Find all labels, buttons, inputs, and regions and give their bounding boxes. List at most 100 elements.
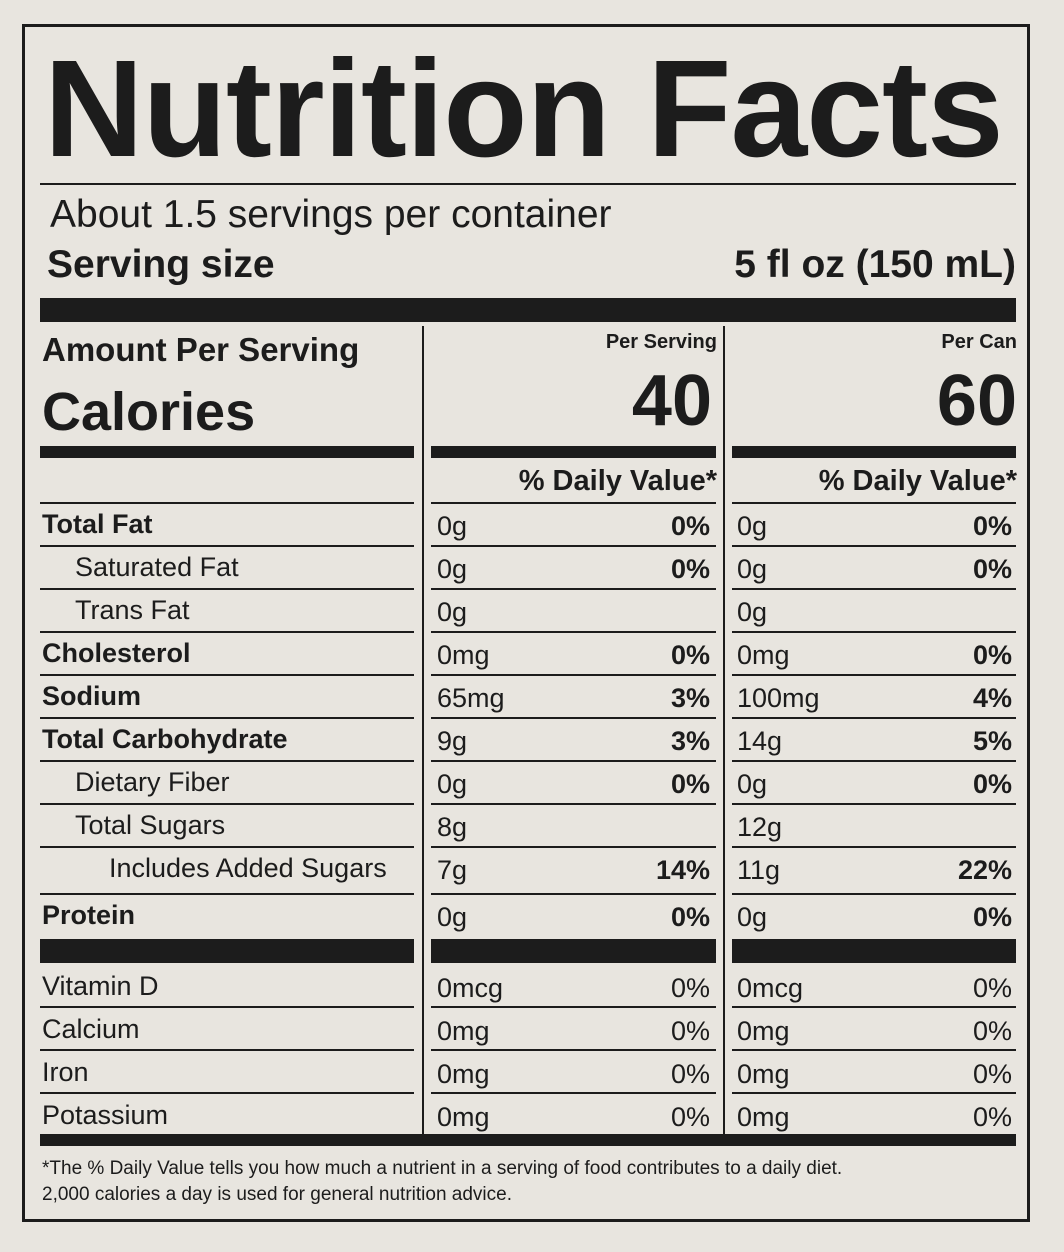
nutrient-row-rule-mid — [431, 893, 716, 895]
footnote-line-2: 2,000 calories a day is used for general… — [42, 1184, 512, 1205]
nutrient-row-rule-left — [40, 717, 414, 719]
serving-amount: 65mg — [437, 683, 505, 713]
vitamin-serving-daily-value: 0% — [670, 1016, 710, 1046]
nutrient-name: Includes Added Sugars — [109, 853, 387, 883]
label-title: Nutrition Facts — [44, 32, 1004, 186]
vitamin-can-daily-value: 0% — [972, 973, 1012, 1003]
can-daily-value: 0% — [972, 902, 1012, 932]
can-amount: 0g — [737, 902, 768, 932]
nutrient-name: Total Carbohydrate — [42, 724, 288, 754]
vitamin-row-rule-right — [732, 1049, 1016, 1051]
can-daily-value: 22% — [957, 855, 1012, 885]
nutrient-row-rule-left — [40, 760, 414, 762]
calories-rule-mid — [431, 446, 716, 458]
serving-daily-value: 0% — [670, 554, 710, 584]
nutrient-row-rule-right — [732, 588, 1016, 590]
can-amount: 0g — [737, 769, 768, 799]
vitamin-row-rule-right — [732, 1092, 1016, 1094]
nutrient-row-rule-mid — [431, 545, 716, 547]
vitamin-serving-amount: 0mg — [437, 1059, 490, 1089]
vitamin-serving-amount: 0mcg — [437, 973, 504, 1003]
vitamin-serving-amount: 0mg — [437, 1016, 490, 1046]
nutrient-row-rule-right — [732, 545, 1016, 547]
column-divider-1 — [422, 326, 424, 1134]
serving-amount: 0g — [437, 554, 468, 584]
nutrient-row-rule-right — [732, 760, 1016, 762]
serving-amount: 0g — [437, 597, 468, 627]
vitamin-name: Potassium — [42, 1100, 169, 1130]
nutrient-row-rule-right — [732, 893, 1016, 895]
serving-size-label: Serving size — [47, 243, 275, 286]
serving-daily-value: 0% — [670, 640, 710, 670]
vitamin-row-rule-right — [732, 1006, 1016, 1008]
vitamin-can-daily-value: 0% — [972, 1102, 1012, 1132]
nutrient-row-rule-right — [732, 674, 1016, 676]
serving-daily-value: 3% — [670, 726, 710, 756]
daily-value-rule-mid — [431, 502, 716, 504]
can-amount: 12g — [737, 812, 783, 842]
vitamin-can-amount: 0mg — [737, 1102, 790, 1132]
vitamin-row-rule-mid — [431, 1049, 716, 1051]
vitamin-row-rule-left — [40, 1092, 414, 1094]
per-serving-calories: 40 — [631, 361, 712, 441]
vitamins-thick-rule-left — [40, 939, 414, 963]
vitamin-name: Vitamin D — [42, 971, 159, 1001]
vitamin-row-rule-mid — [431, 1006, 716, 1008]
title-rule — [40, 183, 1016, 185]
vitamin-can-amount: 0mg — [737, 1016, 790, 1046]
calories-label: Calories — [42, 382, 256, 442]
can-amount: 0mg — [737, 640, 790, 670]
daily-value-rule-left — [40, 502, 414, 504]
nutrient-row-rule-right — [732, 846, 1016, 848]
vitamins-thick-rule-right — [732, 939, 1016, 963]
nutrient-row-rule-right — [732, 803, 1016, 805]
calories-rule-right — [732, 446, 1016, 458]
thick-rule-top — [40, 298, 1016, 322]
nutrient-name: Total Sugars — [75, 810, 226, 840]
can-daily-value: 0% — [972, 640, 1012, 670]
can-daily-value: 0% — [972, 554, 1012, 584]
nutrient-name: Cholesterol — [42, 638, 191, 668]
can-amount: 0g — [737, 597, 768, 627]
nutrient-name: Sodium — [42, 681, 141, 711]
per-can-heading: Per Can — [941, 331, 1017, 353]
serving-daily-value: 0% — [670, 902, 710, 932]
nutrient-row-rule-mid — [431, 674, 716, 676]
nutrient-row-rule-mid — [431, 846, 716, 848]
daily-value-header-can: % Daily Value* — [818, 465, 1017, 497]
nutrition-facts-label — [22, 24, 1030, 1222]
vitamin-can-amount: 0mg — [737, 1059, 790, 1089]
daily-value-rule-right — [732, 502, 1016, 504]
can-daily-value: 0% — [972, 769, 1012, 799]
serving-size-value: 5 fl oz (150 mL) — [734, 243, 1016, 286]
per-serving-heading: Per Serving — [605, 331, 717, 353]
can-daily-value: 4% — [972, 683, 1012, 713]
vitamin-row-rule-left — [40, 1049, 414, 1051]
nutrient-row-rule-mid — [431, 760, 716, 762]
can-amount: 11g — [737, 855, 781, 885]
vitamin-can-amount: 0mcg — [737, 973, 804, 1003]
serving-amount: 0g — [437, 902, 468, 932]
nutrient-row-rule-left — [40, 545, 414, 547]
vitamin-serving-daily-value: 0% — [670, 973, 710, 1003]
vitamin-row-rule-left — [40, 1006, 414, 1008]
vitamin-can-daily-value: 0% — [972, 1059, 1012, 1089]
serving-amount: 0g — [437, 511, 468, 541]
per-can-calories: 60 — [936, 361, 1017, 441]
daily-value-header-serving: % Daily Value* — [518, 465, 717, 497]
nutrient-row-rule-mid — [431, 717, 716, 719]
nutrient-row-rule-mid — [431, 803, 716, 805]
vitamin-serving-amount: 0mg — [437, 1102, 490, 1132]
footnote-line-1: *The % Daily Value tells you how much a … — [42, 1158, 843, 1179]
vitamins-thick-rule-mid — [431, 939, 716, 963]
nutrient-row-rule-left — [40, 893, 414, 895]
column-divider-2 — [723, 326, 725, 1134]
calories-rule-left — [40, 446, 414, 458]
serving-amount: 7g — [437, 855, 468, 885]
nutrient-row-rule-left — [40, 631, 414, 633]
vitamin-name: Calcium — [42, 1014, 140, 1044]
nutrient-name: Total Fat — [42, 509, 153, 539]
serving-amount: 9g — [437, 726, 468, 756]
can-daily-value: 0% — [972, 511, 1012, 541]
can-amount: 100mg — [737, 683, 820, 713]
